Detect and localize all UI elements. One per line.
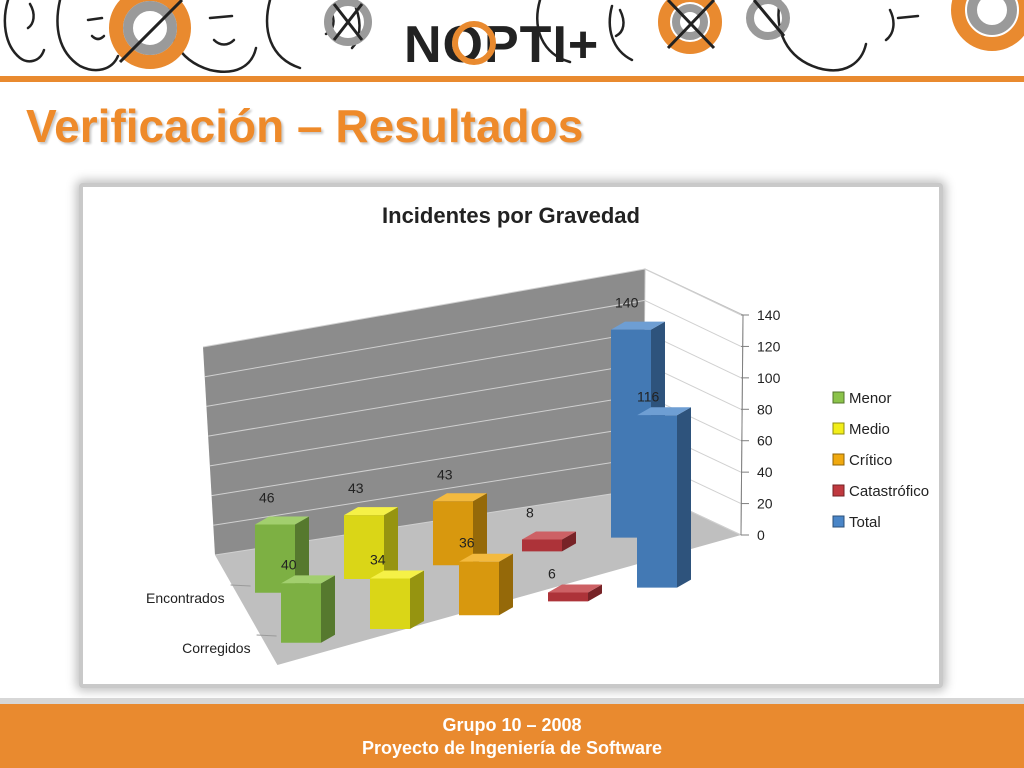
banner-logo: NOPTI+ <box>404 16 599 74</box>
chart-gridline-2 <box>211 425 644 497</box>
chart-legend-label-3: Catastrófico <box>849 483 929 500</box>
chart-bar-front <box>255 524 295 593</box>
chart-title: Incidentes por Gravedad <box>382 203 640 228</box>
chart-ytick-label-7: 140 <box>757 307 781 323</box>
chart-side-gridline-6 <box>644 299 742 347</box>
chart-category-label-1: Corregidos <box>182 640 250 656</box>
chart-data-label-1-3: 6 <box>548 566 556 582</box>
chart-bar-side <box>384 507 398 579</box>
orange-ring-left <box>109 0 191 69</box>
chart-bar-0-0 <box>255 516 309 593</box>
orange-ring-right <box>658 0 1024 54</box>
chart-data-label-0-0: 46 <box>259 489 275 505</box>
chart-category-label-0: Encontrados <box>146 590 225 606</box>
chart: 0 20 40 60 80 100 120 140 Encontrados Corregidos I… <box>146 203 929 665</box>
chart-bar-top <box>637 407 691 416</box>
chart-legend-swatch-3 <box>832 484 845 497</box>
chart-bar-0-1 <box>344 507 398 579</box>
chart-gridline-1 <box>213 457 644 526</box>
chart-bar-top <box>344 507 398 516</box>
chart-side-gridline-7 <box>644 268 742 316</box>
chart-bar-front <box>370 578 410 629</box>
chart-legend-swatch-2 <box>832 453 845 466</box>
chart-bar-top <box>548 584 602 593</box>
chart-ytick-label-6: 120 <box>757 338 781 354</box>
chart-data-label-0-3: 8 <box>526 505 534 521</box>
chart-bar-top <box>522 531 576 540</box>
slide-title: Verificación – Resultados <box>26 100 584 152</box>
chart-legend-swatch-1 <box>832 422 845 435</box>
chart-bar-1-2 <box>459 553 513 616</box>
banner-artwork: NOPTI+ <box>3 0 1024 74</box>
chart-category-tick-1 <box>256 634 277 637</box>
chart-bar-top <box>459 553 513 562</box>
chart-bar-side <box>562 531 576 552</box>
chart-ytick-label-1: 20 <box>757 496 773 512</box>
chart-bar-side <box>321 575 335 643</box>
chart-back-wall <box>203 269 645 555</box>
chart-data-label-1-4: 116 <box>637 388 660 404</box>
chart-bar-side <box>473 493 487 566</box>
chart-bar-top <box>281 575 335 584</box>
chart-ytick-label-0: 0 <box>757 527 765 543</box>
chart-data-label-0-1: 43 <box>348 480 364 496</box>
chart-bar-front <box>344 515 384 579</box>
chart-bar-1-4 <box>637 407 691 588</box>
chart-bar-1-3 <box>548 584 602 602</box>
chart-bar-side <box>295 516 309 593</box>
chart-bar-1-0 <box>281 575 335 643</box>
chart-bar-top <box>370 570 424 579</box>
chart-legend-label-2: Crítico <box>849 452 892 469</box>
chart-ytick-label-5: 100 <box>757 370 781 386</box>
chart-bar-0-2 <box>433 493 487 566</box>
header-banner: NOPTI+ <box>0 0 1024 76</box>
footer-group: Grupo 10 – 2008 <box>442 715 582 735</box>
chart-data-label-1-1: 34 <box>370 551 386 567</box>
chart-gridline-3 <box>209 394 644 467</box>
chart-gridline-7 <box>202 268 646 348</box>
chart-bar-1-1 <box>370 570 424 629</box>
banner-rule <box>0 76 1024 82</box>
chart-gridline-4 <box>208 362 645 437</box>
chart-ytick-label-2: 40 <box>757 464 773 480</box>
chart-legend-swatch-4 <box>832 515 845 528</box>
chart-bar-front <box>522 539 562 552</box>
sketch-faces-right <box>536 0 920 72</box>
chart-y-axis <box>740 314 744 536</box>
footer-course: Proyecto de Ingeniería de Software <box>361 738 663 758</box>
chart-frame: 0 20 40 60 80 100 120 140 Encontrados Corregidos I… <box>79 183 943 688</box>
chart-ytick-label-4: 80 <box>757 401 773 417</box>
chart-bar-side <box>588 584 602 602</box>
chart-legend-label-4: Total <box>849 514 881 531</box>
chart-bar-front <box>281 583 321 643</box>
chart-bar-side <box>677 407 691 588</box>
chart-legend-swatch-0 <box>832 391 845 404</box>
chart-bar-front <box>459 561 499 616</box>
chart-bar-side <box>499 553 513 616</box>
grey-ring-left <box>324 0 372 46</box>
chart-data-label-0-2: 43 <box>437 466 453 482</box>
footer: Grupo 10 – 2008 Proyecto de Ingeniería d… <box>0 704 1024 768</box>
chart-bar-top <box>255 516 309 525</box>
chart-bar-front <box>433 501 473 566</box>
chart-data-label-1-2: 36 <box>459 535 475 551</box>
chart-ytick-label-3: 60 <box>757 433 773 449</box>
chart-legend-label-0: Menor <box>849 390 892 407</box>
chart-legend-label-1: Medio <box>849 421 890 438</box>
chart-bar-front <box>548 592 588 602</box>
chart-data-label-0-4: 140 <box>615 295 639 311</box>
chart-bar-0-3 <box>522 531 576 552</box>
banner-logo-text: NOPTI+ <box>404 16 599 74</box>
chart-bar-front <box>637 415 677 588</box>
chart-bar-top <box>433 493 487 502</box>
chart-category-tick-0 <box>230 584 251 587</box>
logo-ring-icon <box>452 21 496 65</box>
chart-gridline-6 <box>204 299 645 378</box>
chart-gridline-5 <box>206 331 645 407</box>
footer-separator <box>0 698 1024 704</box>
chart-bar-side <box>410 570 424 629</box>
chart-bar-top <box>611 321 665 330</box>
chart-data-label-1-0: 40 <box>281 556 297 572</box>
